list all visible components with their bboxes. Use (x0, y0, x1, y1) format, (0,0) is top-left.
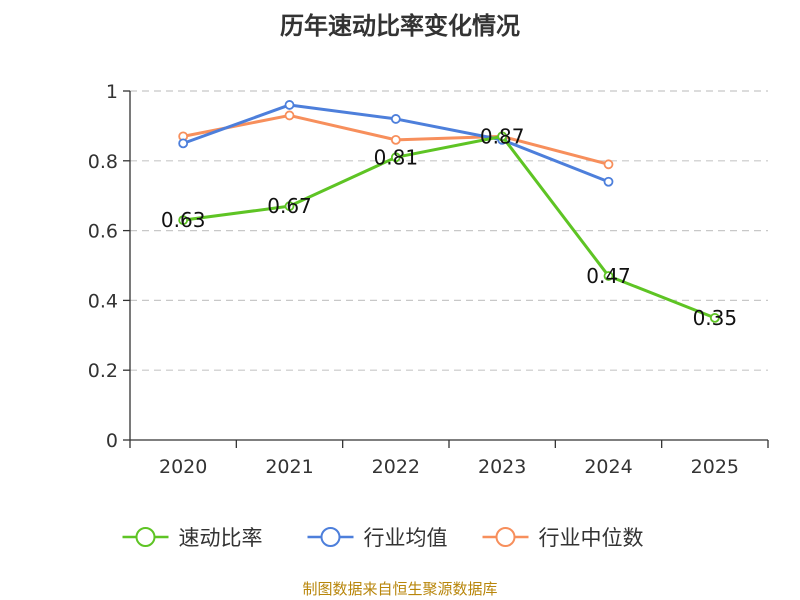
data-label: 0.67 (267, 194, 312, 218)
data-point (284, 100, 295, 110)
gridlines (130, 90, 768, 371)
data-label: 0.35 (693, 306, 738, 330)
data-label: 0.47 (586, 264, 631, 288)
data-label: 0.87 (480, 124, 525, 148)
series-line (182, 134, 716, 320)
legend-label: 行业中位数 (539, 526, 644, 550)
legend-item: 行业中位数 (482, 526, 644, 550)
x-tick-label: 2025 (691, 456, 739, 478)
legend-label: 速动比率 (179, 526, 263, 550)
legend-item: 速动比率 (122, 526, 263, 550)
data-point (178, 138, 189, 149)
source-note: 制图数据来自恒生聚源数据库 (302, 580, 498, 598)
y-tick-label: 0.6 (88, 221, 118, 243)
data-point (178, 215, 189, 226)
data-point (603, 159, 614, 170)
data-point (497, 131, 508, 142)
x-tick-label: 2020 (159, 456, 207, 478)
chart-title: 历年速动比率变化情况 (280, 12, 520, 40)
data-point (709, 312, 720, 323)
data-label: 0.81 (374, 145, 419, 169)
data-point (390, 114, 401, 124)
legend-marker (495, 527, 516, 547)
data-point (390, 134, 401, 145)
data-label: 0.63 (161, 208, 206, 232)
data-point (603, 176, 614, 187)
x-tick-label: 2022 (372, 456, 420, 478)
legend-label: 行业均值 (364, 526, 448, 550)
data-point (390, 152, 401, 163)
y-tick-label: 0.8 (88, 151, 118, 173)
y-tick-label: 0.4 (88, 290, 118, 312)
y-tick-label: 0.2 (88, 360, 118, 382)
data-labels: 0.63 0.67 0.81 0.87 0.47 0.35 (161, 124, 737, 329)
legend-item: 行业均值 (307, 526, 448, 550)
legend-marker (320, 527, 341, 547)
legend: 速动比率 行业均值 行业中位数 (122, 526, 644, 550)
y-tick-label: 1 (106, 81, 118, 103)
y-tick-label: 0 (106, 430, 118, 452)
x-tick-label: 2021 (265, 456, 313, 478)
series-lines (178, 100, 720, 323)
data-point (603, 271, 614, 281)
x-tick-label: 2024 (584, 456, 632, 478)
legend-marker (135, 527, 156, 547)
data-point (284, 201, 295, 212)
x-tick-label: 2023 (478, 456, 526, 478)
data-point (284, 110, 295, 121)
